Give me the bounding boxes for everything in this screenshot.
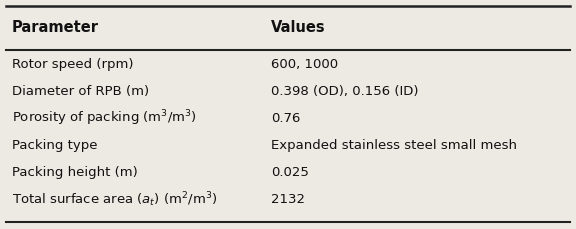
Text: Porosity of packing (m$^3$/m$^3$): Porosity of packing (m$^3$/m$^3$): [12, 108, 196, 128]
Text: Rotor speed (rpm): Rotor speed (rpm): [12, 57, 133, 70]
Text: 0.76: 0.76: [271, 112, 300, 124]
Text: Parameter: Parameter: [12, 20, 98, 35]
Text: Packing type: Packing type: [12, 139, 97, 151]
Text: 0.025: 0.025: [271, 166, 309, 178]
Text: 0.398 (OD), 0.156 (ID): 0.398 (OD), 0.156 (ID): [271, 85, 418, 97]
Text: Packing height (m): Packing height (m): [12, 166, 137, 178]
Text: 2132: 2132: [271, 193, 305, 205]
Text: Values: Values: [271, 20, 325, 35]
Text: Diameter of RPB (m): Diameter of RPB (m): [12, 85, 149, 97]
Text: 600, 1000: 600, 1000: [271, 57, 338, 70]
Text: Expanded stainless steel small mesh: Expanded stainless steel small mesh: [271, 139, 517, 151]
Text: Total surface area ($a_t$) (m$^2$/m$^3$): Total surface area ($a_t$) (m$^2$/m$^3$): [12, 190, 217, 208]
